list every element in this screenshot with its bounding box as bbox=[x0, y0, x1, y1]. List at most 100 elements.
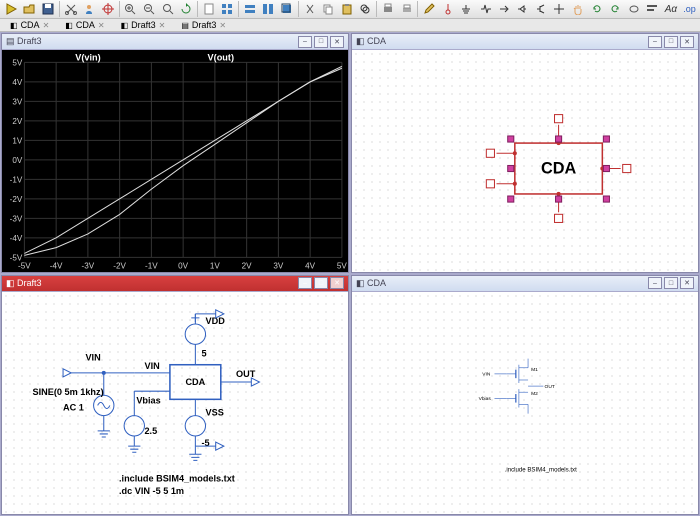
copy-icon[interactable] bbox=[319, 0, 337, 18]
plot-icon: ▤ bbox=[181, 21, 189, 30]
pane-plot: ▤ Draft3 –□✕ -5V-4V-3V-2V-1V0V1V2V3V4V5V… bbox=[1, 33, 349, 273]
zoom-fit-icon[interactable] bbox=[159, 0, 177, 18]
svg-text:.include BSIM4_models.txt: .include BSIM4_models.txt bbox=[119, 474, 235, 484]
pane-subcircuit: ◧ CDA –□✕ M1M2VINVbiasOUT.include BSIM4_… bbox=[351, 275, 699, 515]
refresh-icon[interactable] bbox=[177, 0, 195, 18]
diode-icon[interactable] bbox=[513, 0, 531, 18]
move-icon[interactable] bbox=[551, 0, 569, 18]
document-tabs: ◧CDA✕ ◧CDA✕ ◧Draft3✕ ▤Draft3✕ bbox=[0, 19, 700, 32]
close-icon[interactable]: ✕ bbox=[330, 277, 344, 289]
tab-draft3-1[interactable]: ◧Draft3✕ bbox=[115, 19, 172, 31]
rotate-ccw-icon[interactable] bbox=[588, 0, 606, 18]
play-icon[interactable] bbox=[2, 0, 20, 18]
svg-text:-5V: -5V bbox=[18, 262, 31, 271]
symbol-canvas[interactable]: CDA bbox=[352, 50, 698, 272]
tab-draft3-2[interactable]: ▤Draft3✕ bbox=[175, 19, 232, 31]
zoom-in-icon[interactable] bbox=[122, 0, 140, 18]
hand-icon[interactable] bbox=[569, 0, 587, 18]
loop-icon[interactable] bbox=[625, 0, 643, 18]
plot-canvas[interactable]: -5V-4V-3V-2V-1V0V1V2V3V4V5V-5V-4V-3V-2V-… bbox=[2, 50, 348, 272]
close-icon[interactable]: ✕ bbox=[98, 21, 105, 30]
svg-text:OUT: OUT bbox=[236, 369, 256, 379]
close-icon[interactable]: ✕ bbox=[330, 36, 344, 48]
maximize-icon[interactable]: □ bbox=[664, 36, 678, 48]
pane-schematic-titlebar[interactable]: ◧ Draft3 –□✕ bbox=[2, 276, 348, 292]
tile-icon[interactable] bbox=[218, 0, 236, 18]
schematic-icon: ◧ bbox=[121, 21, 129, 30]
svg-text:-2V: -2V bbox=[113, 262, 126, 271]
svg-text:M2: M2 bbox=[531, 391, 538, 397]
paste-icon[interactable] bbox=[338, 0, 356, 18]
close-icon[interactable]: ✕ bbox=[219, 21, 226, 30]
win3-icon[interactable] bbox=[278, 0, 296, 18]
minimize-icon[interactable]: – bbox=[648, 36, 662, 48]
plot-icon: ▤ bbox=[6, 36, 17, 46]
svg-text:-4V: -4V bbox=[10, 234, 23, 243]
text-icon[interactable]: Aα bbox=[662, 0, 680, 18]
probe-icon[interactable] bbox=[439, 0, 457, 18]
node-icon[interactable] bbox=[476, 0, 494, 18]
op-icon[interactable]: .op bbox=[681, 0, 699, 18]
zoom-out-icon[interactable] bbox=[140, 0, 158, 18]
close-icon[interactable]: ✕ bbox=[43, 21, 50, 30]
main-toolbar: Aα .op bbox=[0, 0, 700, 19]
svg-text:5V: 5V bbox=[12, 58, 22, 67]
close-icon[interactable]: ✕ bbox=[680, 277, 694, 289]
svg-text:.include BSIM4_models.txt: .include BSIM4_models.txt bbox=[505, 466, 577, 473]
close-icon[interactable]: ✕ bbox=[680, 36, 694, 48]
svg-text:V(vin): V(vin) bbox=[75, 52, 100, 62]
schematic-icon: ◧ bbox=[6, 278, 17, 288]
svg-text:CDA: CDA bbox=[541, 160, 576, 178]
win1-icon[interactable] bbox=[241, 0, 259, 18]
open-icon[interactable] bbox=[21, 0, 39, 18]
pencil-icon[interactable] bbox=[420, 0, 438, 18]
minimize-icon[interactable]: – bbox=[298, 277, 312, 289]
ground-icon[interactable] bbox=[458, 0, 476, 18]
svg-text:VIN: VIN bbox=[482, 372, 491, 378]
pane-plot-titlebar[interactable]: ▤ Draft3 –□✕ bbox=[2, 34, 348, 50]
sheet-icon[interactable] bbox=[200, 0, 218, 18]
maximize-icon[interactable]: □ bbox=[664, 277, 678, 289]
win2-icon[interactable] bbox=[260, 0, 278, 18]
maximize-icon[interactable]: □ bbox=[314, 36, 328, 48]
pane-symbol-titlebar[interactable]: ◧ CDA –□✕ bbox=[352, 34, 698, 50]
svg-text:Vbias: Vbias bbox=[136, 395, 160, 405]
svg-text:-2V: -2V bbox=[10, 195, 23, 204]
person-icon[interactable] bbox=[80, 0, 98, 18]
rotate-cw-icon[interactable] bbox=[606, 0, 624, 18]
cut-icon[interactable] bbox=[301, 0, 319, 18]
arrow-icon[interactable] bbox=[495, 0, 513, 18]
pane-subcircuit-titlebar[interactable]: ◧ CDA –□✕ bbox=[352, 276, 698, 292]
close-icon[interactable]: ✕ bbox=[159, 21, 166, 30]
printer2-icon[interactable] bbox=[398, 0, 416, 18]
svg-text:3V: 3V bbox=[273, 262, 283, 271]
svg-text:2.5: 2.5 bbox=[144, 426, 157, 436]
tab-cda-1[interactable]: ◧CDA✕ bbox=[4, 19, 55, 31]
svg-text:-4V: -4V bbox=[50, 262, 63, 271]
find-icon[interactable] bbox=[357, 0, 375, 18]
pane-schematic: ◧ Draft3 –□✕ CDAVDD5VSS-5OUTVINVINSINE(0… bbox=[1, 275, 349, 515]
schematic-canvas[interactable]: CDAVDD5VSS-5OUTVINVINSINE(0 5m 1khz)AC 1… bbox=[2, 292, 348, 514]
print-icon[interactable] bbox=[379, 0, 397, 18]
svg-text:1V: 1V bbox=[210, 262, 220, 271]
svg-text:5: 5 bbox=[201, 348, 206, 358]
subcircuit-canvas[interactable]: M1M2VINVbiasOUT.include BSIM4_models.txt bbox=[352, 292, 698, 514]
text-format-icon[interactable] bbox=[643, 0, 661, 18]
transistor-icon[interactable] bbox=[532, 0, 550, 18]
schematic-icon: ◧ bbox=[356, 278, 367, 288]
minimize-icon[interactable]: – bbox=[298, 36, 312, 48]
svg-text:-1V: -1V bbox=[145, 262, 158, 271]
svg-text:M1: M1 bbox=[531, 367, 538, 373]
svg-text:5V: 5V bbox=[337, 262, 347, 271]
minimize-icon[interactable]: – bbox=[648, 277, 662, 289]
tab-cda-2[interactable]: ◧CDA✕ bbox=[59, 19, 110, 31]
schematic-icon: ◧ bbox=[10, 21, 18, 30]
scissors-icon[interactable] bbox=[62, 0, 80, 18]
maximize-icon[interactable]: □ bbox=[314, 277, 328, 289]
svg-text:VIN: VIN bbox=[85, 352, 100, 362]
svg-text:CDA: CDA bbox=[185, 377, 205, 387]
svg-text:2V: 2V bbox=[12, 117, 22, 126]
svg-text:AC 1: AC 1 bbox=[63, 402, 84, 412]
crosshair-icon[interactable] bbox=[99, 0, 117, 18]
save-icon[interactable] bbox=[39, 0, 57, 18]
